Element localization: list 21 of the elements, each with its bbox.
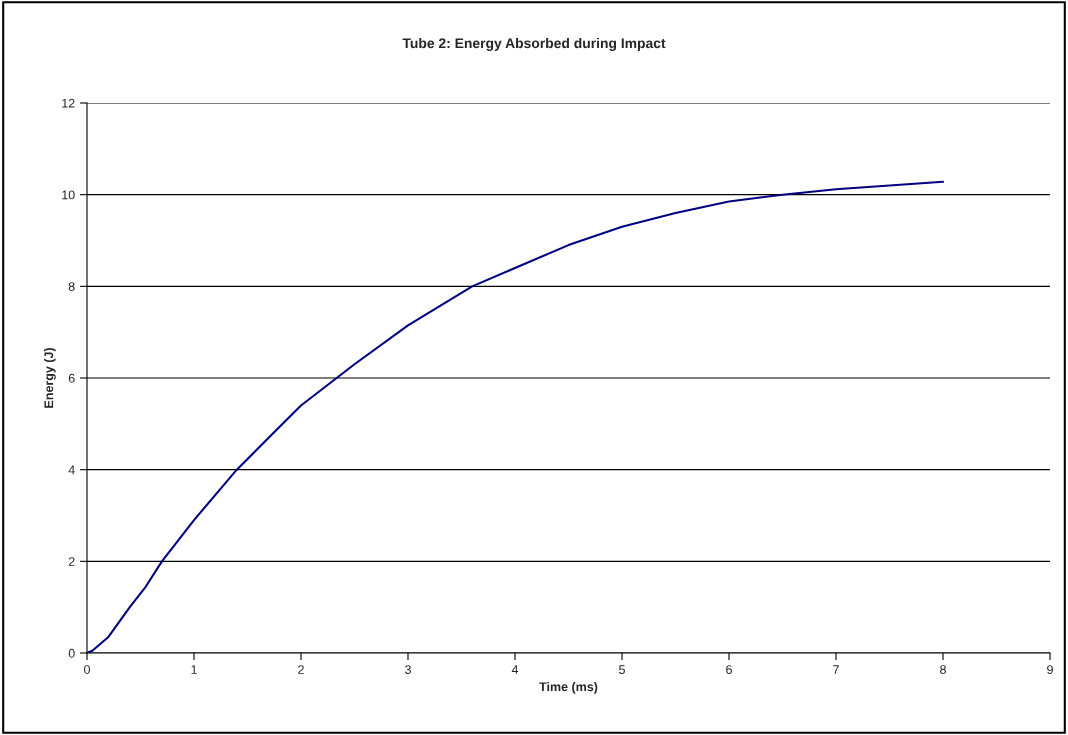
y-tick-label: 8	[68, 282, 75, 291]
x-axis-title: Time (ms)	[539, 682, 598, 694]
y-tick-label: 10	[62, 190, 75, 200]
x-tick-label: 4	[511, 665, 519, 674]
y-tick-label: 12	[62, 98, 75, 108]
y-tick-label: 2	[68, 557, 75, 566]
x-tick-label: 3	[405, 665, 411, 674]
line-series	[87, 180, 945, 653]
x-tick-label: 8	[940, 665, 946, 674]
x-tick-label: 0	[84, 665, 90, 674]
x-tick-label: 1	[191, 665, 197, 674]
y-tick-label: 4	[68, 465, 75, 475]
y-tick-label: 0	[68, 648, 75, 658]
y-axis-title: Energy (J)	[44, 348, 56, 408]
x-tick-label: 9	[1047, 665, 1053, 674]
x-tick-label: 2	[298, 665, 304, 674]
x-tick-label: 7	[833, 665, 839, 674]
chart-title: Tube 2: Energy Absorbed during Impact	[402, 37, 666, 51]
x-tick-label: 6	[726, 665, 732, 674]
y-tick-label: 6	[68, 373, 75, 383]
x-tick-label: 5	[619, 665, 625, 674]
